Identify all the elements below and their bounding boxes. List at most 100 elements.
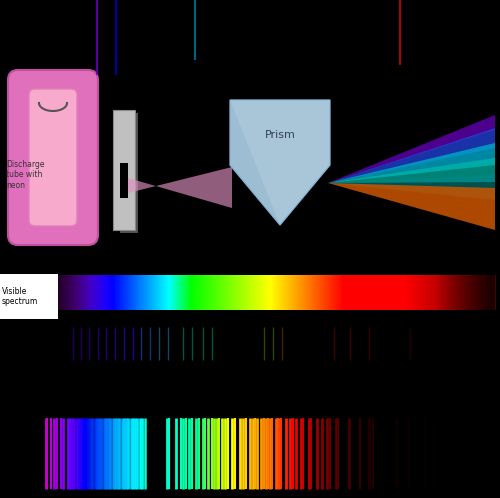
Bar	[260, 275, 261, 310]
Bar	[70, 275, 72, 310]
Bar	[404, 275, 405, 310]
Bar	[374, 275, 376, 310]
Bar	[49, 275, 50, 310]
Bar	[442, 275, 444, 310]
Bar	[166, 275, 168, 310]
Bar	[328, 275, 329, 310]
Bar	[316, 275, 318, 310]
Bar	[489, 275, 492, 310]
Bar	[214, 275, 216, 310]
Bar	[380, 275, 382, 310]
Bar	[446, 275, 447, 310]
Bar	[394, 275, 395, 310]
Bar	[230, 275, 231, 310]
Bar	[352, 275, 353, 310]
Bar	[382, 275, 384, 310]
Bar	[164, 275, 165, 310]
Bar	[95, 275, 96, 310]
Bar	[120, 163, 128, 198]
Bar	[94, 275, 96, 310]
Bar	[87, 275, 89, 310]
Bar	[322, 275, 323, 310]
Bar	[493, 275, 494, 310]
Bar	[380, 275, 381, 310]
Bar	[69, 275, 71, 310]
Bar	[124, 275, 126, 310]
Bar	[242, 275, 244, 310]
Bar	[279, 275, 280, 310]
Bar	[63, 275, 65, 310]
Bar	[78, 275, 79, 310]
Bar	[467, 275, 468, 310]
Bar	[420, 275, 421, 310]
Bar	[104, 275, 105, 310]
Bar	[460, 275, 462, 310]
Bar	[294, 275, 295, 310]
Bar	[196, 275, 197, 310]
Bar	[195, 275, 196, 310]
Bar	[140, 275, 141, 310]
Bar	[363, 275, 364, 310]
Bar	[394, 275, 396, 310]
Bar	[397, 275, 398, 310]
Bar	[308, 275, 309, 310]
Bar	[156, 275, 157, 310]
Bar	[200, 275, 201, 310]
Bar	[145, 275, 146, 310]
Bar	[81, 275, 82, 310]
Bar	[460, 275, 461, 310]
Bar	[250, 275, 251, 310]
Bar	[136, 275, 137, 310]
Bar	[201, 275, 202, 310]
Bar	[190, 275, 192, 310]
Bar	[73, 275, 75, 310]
Bar	[471, 275, 474, 310]
Bar	[364, 275, 365, 310]
Bar	[464, 275, 465, 310]
Bar	[197, 275, 198, 310]
Bar	[421, 275, 422, 310]
Bar	[384, 275, 385, 310]
Bar	[292, 275, 293, 310]
Bar	[456, 275, 459, 310]
Bar	[178, 275, 180, 310]
Bar	[295, 275, 296, 310]
Bar	[269, 275, 270, 310]
Bar	[272, 275, 274, 310]
Bar	[259, 275, 260, 310]
Bar	[426, 275, 427, 310]
Bar	[102, 275, 104, 310]
Bar	[379, 275, 380, 310]
Bar	[270, 275, 271, 310]
Bar	[243, 275, 244, 310]
Bar	[47, 275, 48, 310]
Bar	[186, 275, 187, 310]
Bar	[189, 275, 190, 310]
Bar	[59, 275, 61, 310]
Bar	[151, 275, 152, 310]
Bar	[116, 275, 117, 310]
Bar	[392, 275, 393, 310]
Bar	[486, 275, 489, 310]
Bar	[302, 275, 303, 310]
Bar	[371, 275, 372, 310]
Bar	[120, 113, 138, 233]
Bar	[117, 275, 118, 310]
Bar	[358, 275, 359, 310]
Bar	[226, 275, 227, 310]
Bar	[77, 275, 79, 310]
Bar	[134, 275, 135, 310]
Bar	[486, 275, 487, 310]
Bar	[89, 275, 91, 310]
Bar	[217, 275, 218, 310]
Bar	[61, 275, 63, 310]
Bar	[174, 275, 176, 310]
Text: Slit: Slit	[140, 125, 156, 135]
Bar	[135, 275, 136, 310]
Bar	[442, 275, 443, 310]
Bar	[298, 275, 299, 310]
Bar	[248, 275, 249, 310]
Bar	[176, 275, 178, 310]
Bar	[418, 275, 419, 310]
Bar	[85, 275, 86, 310]
